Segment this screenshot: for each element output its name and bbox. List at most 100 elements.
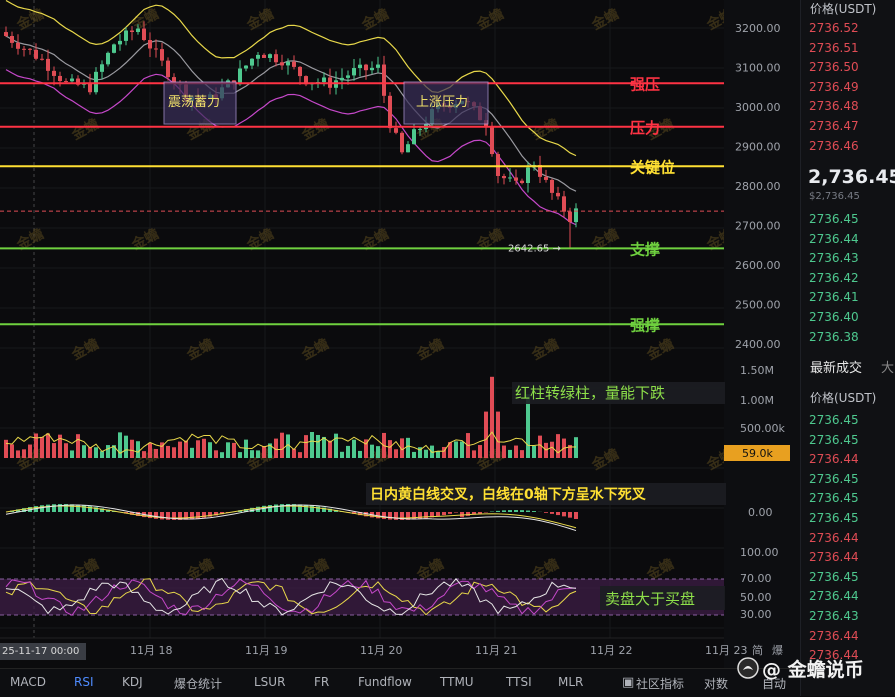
volume-bar (412, 452, 416, 458)
candle-body (400, 133, 404, 153)
volume-bar (4, 440, 8, 458)
orderbook-row[interactable]: 2736.51 (809, 41, 859, 55)
candle-body (244, 66, 248, 69)
macd-bar (502, 510, 506, 512)
orderbook-row[interactable]: 2736.42 (809, 271, 859, 285)
candle-body (520, 181, 524, 183)
candle-body (496, 154, 500, 176)
rsi-tick: 30.00 (740, 608, 772, 621)
box-consolidation-label: 震荡蓄力 (168, 95, 220, 110)
tab-lsur[interactable]: LSUR (254, 675, 285, 689)
orderbook-row[interactable]: 2736.45 (809, 413, 859, 427)
candle-body (160, 49, 164, 61)
orderbook-row[interactable]: 2736.44 (809, 550, 859, 564)
candle-body (418, 129, 422, 130)
macd-bar (388, 512, 392, 520)
tab-ttmu[interactable]: TTMU (440, 675, 474, 689)
volume-bar (64, 443, 68, 458)
trades-header: 价格(USDT) (810, 389, 876, 406)
volume-bar (94, 447, 98, 458)
tab-mlr[interactable]: MLR (558, 675, 583, 689)
tab-macd[interactable]: MACD (10, 675, 46, 689)
candle-body (4, 32, 8, 36)
orderbook-row[interactable]: 2736.45 (809, 511, 859, 525)
orderbook-row[interactable]: 2736.44 (809, 452, 859, 466)
volume-bar (508, 450, 512, 458)
tab-community-indicator[interactable]: 社区指标 (636, 675, 684, 692)
macd-bar (412, 512, 416, 520)
macd-bar (562, 512, 566, 516)
volume-bar (532, 446, 536, 458)
volume-bar (334, 434, 338, 458)
low-marker: 2642.65 → (508, 243, 561, 254)
orderbook-row[interactable]: 2736.47 (809, 119, 859, 133)
orderbook-row[interactable]: 2736.38 (809, 330, 859, 344)
orderbook-row[interactable]: 2736.44 (809, 589, 859, 603)
candle-body (514, 177, 518, 180)
orderbook-row[interactable]: 2736.44 (809, 629, 859, 643)
price-tick: 2800.00 (735, 180, 781, 193)
cursor-date: 25-11-17 00:00 (0, 643, 86, 660)
orderbook-row[interactable]: 2736.45 (809, 433, 859, 447)
volume-bar (184, 441, 188, 458)
orderbook-header: 价格(USDT) (810, 0, 876, 17)
orderbook-row[interactable]: 2736.45 (809, 491, 859, 505)
trades-title-extra[interactable]: 大 (881, 357, 894, 376)
orderbook-row[interactable]: 2736.45 (809, 570, 859, 584)
tab-爆仓统计[interactable]: 爆仓统计 (174, 675, 222, 692)
tab-fr[interactable]: FR (314, 675, 329, 689)
candle-body (262, 55, 266, 58)
candle-body (88, 83, 92, 92)
volume-bar (220, 452, 224, 458)
orderbook-row[interactable]: 2736.52 (809, 21, 859, 35)
candle-body (508, 177, 512, 178)
candle-body (118, 41, 122, 44)
volume-tick: 1.50M (740, 364, 774, 377)
orderbook-row[interactable]: 2736.48 (809, 99, 859, 113)
orderbook-row[interactable]: 2736.43 (809, 251, 859, 265)
candle-body (22, 49, 26, 50)
orderbook-row[interactable]: 2736.46 (809, 139, 859, 153)
volume-bar (34, 433, 38, 458)
orderbook-row[interactable]: 2736.45 (809, 472, 859, 486)
rsi-tick: 70.00 (740, 572, 772, 585)
volume-bar (142, 451, 146, 458)
x-tick: 11月 22 (590, 644, 633, 657)
orderbook-row[interactable]: 2736.50 (809, 60, 859, 74)
orderbook-row[interactable]: 2736.40 (809, 310, 859, 324)
volume-bar (472, 450, 476, 458)
tab-rsi[interactable]: RSI (74, 675, 94, 689)
volume-current-text: 59.0k (742, 447, 773, 460)
candle-body (358, 65, 362, 68)
volume-bar (10, 444, 14, 458)
orderbook-row[interactable]: 2736.44 (809, 531, 859, 545)
toggle-log[interactable]: 对数 (704, 675, 728, 692)
tab-fundflow[interactable]: Fundflow (358, 675, 412, 689)
macd-bar (190, 512, 194, 519)
orderbook-row[interactable]: 2736.43 (809, 609, 859, 623)
tab-ttsi[interactable]: TTSI (506, 675, 532, 689)
candle-body (550, 180, 554, 193)
volume-bar (82, 445, 86, 458)
candle-body (94, 72, 98, 92)
volume-bar (484, 412, 488, 458)
rsi-note: 卖盘大于买盘 (605, 590, 695, 608)
candle-body (280, 62, 284, 65)
volume-bar (136, 441, 140, 458)
price-tick: 2600.00 (735, 259, 781, 272)
x-tick: 11月 19 (245, 644, 288, 657)
orderbook-row[interactable]: 2736.41 (809, 290, 859, 304)
orderbook-row[interactable]: 2736.44 (809, 232, 859, 246)
macd-bar (82, 505, 86, 512)
candle-body (136, 29, 140, 32)
candle-body (58, 76, 62, 81)
volume-bar (46, 433, 50, 458)
volume-bar (298, 452, 302, 458)
orderbook-panel: 价格(USDT) 2736.52 2736.51 2736.50 2736.49 273… (800, 0, 895, 696)
orderbook-row[interactable]: 2736.49 (809, 80, 859, 94)
tab-kdj[interactable]: KDJ (122, 675, 143, 689)
volume-bar (154, 449, 158, 458)
orderbook-row[interactable]: 2736.45 (809, 212, 859, 226)
community-indicator-icon[interactable]: ▣ (622, 675, 634, 690)
